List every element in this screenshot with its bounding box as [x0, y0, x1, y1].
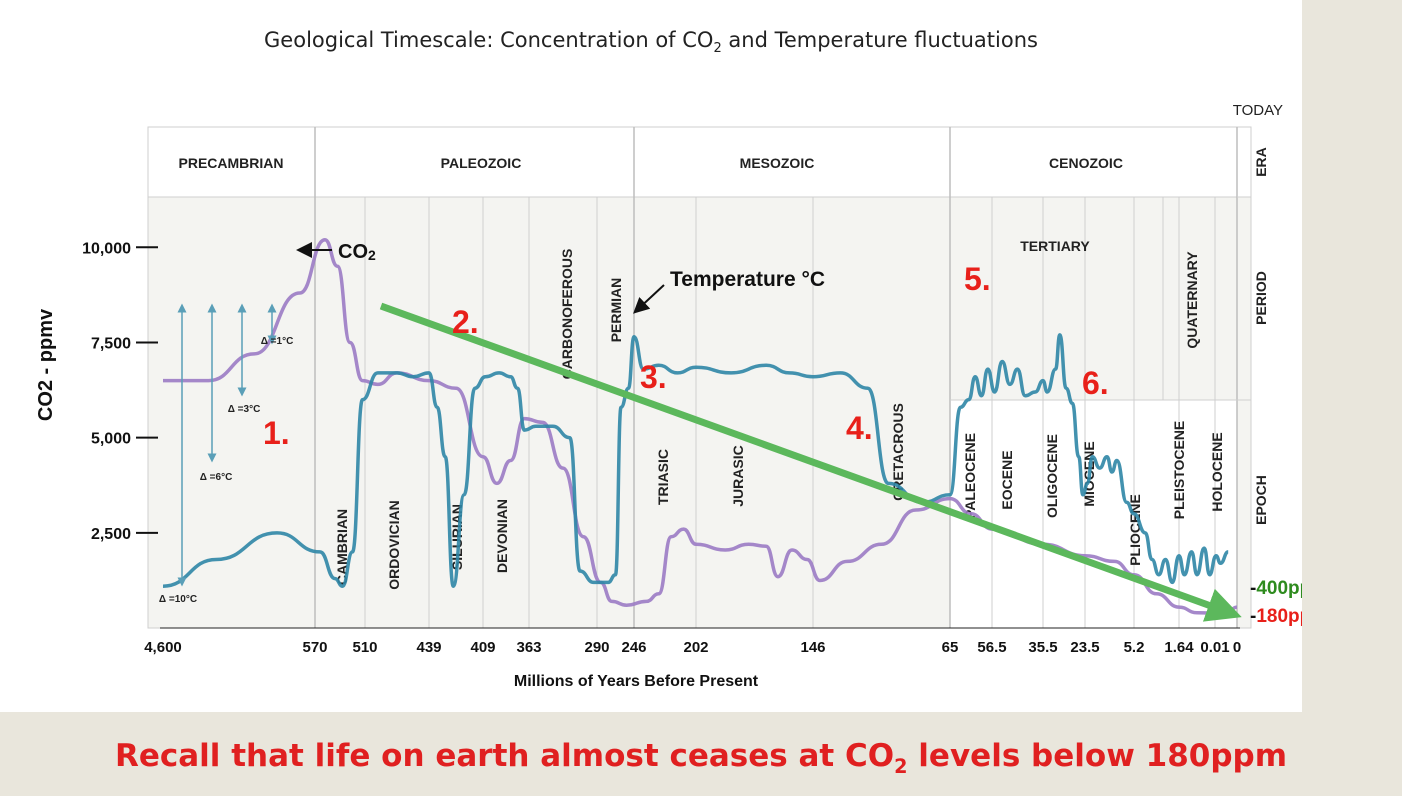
co2-label: CO2 — [338, 241, 376, 263]
x-tick-label: 0 — [1233, 639, 1241, 656]
x-tick-label: 510 — [352, 639, 377, 656]
ppm-dash: - — [1250, 578, 1256, 599]
epoch-label: TRIASIC — [655, 449, 671, 505]
x-tick-label: 409 — [470, 639, 495, 656]
period-number-annotation: 3. — [640, 359, 667, 395]
chart-title: Geological Timescale: Concentration of C… — [0, 28, 1302, 56]
x-tick-label: 363 — [516, 639, 541, 656]
ppm-dash: - — [1250, 606, 1256, 627]
chart-svg: 10,000 7,500 5,000 2,500 CO2 - ppmv 4,600 570 5… — [35, 102, 1302, 690]
x-tick-label: 146 — [800, 639, 825, 656]
epoch-label: HOLOCENE — [1209, 432, 1225, 511]
period-number-annotation: 2. — [452, 304, 479, 340]
footer-note: Recall that life on earth almost ceases … — [0, 738, 1402, 778]
today-label: TODAY — [1233, 102, 1283, 119]
x-tick-label: 246 — [621, 639, 646, 656]
delta-label: Δ =1°C — [261, 336, 294, 347]
period-number-annotation: 4. — [846, 410, 873, 446]
row-label-era: ERA — [1253, 147, 1269, 177]
trend-arrow — [379, 302, 1242, 622]
y-tick-label: 5,000 — [91, 431, 131, 448]
epoch-label: JURASIC — [730, 445, 746, 506]
y-axis-label: CO2 - ppmv — [35, 308, 57, 421]
ppm-label: -400ppm — [1250, 578, 1302, 599]
x-tick-label: 202 — [683, 639, 708, 656]
epoch-label: CRETACROUS — [890, 403, 906, 501]
epoch-label: DEVONIAN — [494, 499, 510, 573]
delta-label: Δ =6°C — [200, 472, 233, 483]
cenozoic-epoch-panel — [950, 400, 1237, 628]
epoch-label: EOCENE — [999, 450, 1015, 509]
row-label-epoch: EPOCH — [1253, 475, 1269, 525]
temperature-label: Temperature °C — [670, 268, 825, 291]
y-tick-label: 2,500 — [91, 526, 131, 543]
period-number-annotation: 6. — [1082, 365, 1109, 401]
epoch-label: PALEOCENE — [962, 433, 978, 519]
x-tick-label: 35.5 — [1028, 639, 1057, 656]
epoch-label: PLEISTOCENE — [1171, 421, 1187, 520]
epoch-label: OLIGOCENE — [1044, 434, 1060, 518]
title-subscript: 2 — [713, 40, 722, 56]
title-text-tail: and Temperature fluctuations — [721, 28, 1038, 52]
y-tick-label: 10,000 — [82, 240, 131, 257]
era-label: MESOZOIC — [740, 155, 815, 171]
ppm-value: 180ppm — [1256, 606, 1302, 627]
delta-label: Δ =3°C — [228, 404, 261, 415]
co2-label-text: CO — [338, 241, 368, 263]
x-tick-label: 290 — [584, 639, 609, 656]
period-label: CARBONOFEROUS — [559, 249, 575, 380]
x-tick-label: 439 — [416, 639, 441, 656]
x-tick-label: 570 — [302, 639, 327, 656]
x-tick-label: 4,600 — [144, 639, 182, 656]
footer-subscript: 2 — [894, 754, 908, 778]
era-label: CENOZOIC — [1049, 155, 1123, 171]
epoch-label: CAMBRIAN — [334, 509, 350, 585]
x-tick-label: 65 — [942, 639, 959, 656]
x-tick-label: 23.5 — [1070, 639, 1099, 656]
period-label: PERMIAN — [608, 278, 624, 343]
x-tick-label: 1.64 — [1164, 639, 1194, 656]
era-label: PALEOZOIC — [441, 155, 522, 171]
era-band — [147, 126, 1252, 198]
x-tick-label: 0.01 — [1200, 639, 1229, 656]
footer-text: Recall that life on earth almost ceases … — [114, 738, 895, 774]
x-tick-label: 5.2 — [1124, 639, 1145, 656]
x-tick-label: 56.5 — [977, 639, 1006, 656]
title-text: Geological Timescale: Concentration of C… — [264, 28, 714, 52]
y-tick-label: 7,500 — [91, 335, 131, 352]
period-number-annotation: 1. — [263, 415, 290, 451]
x-axis-label: Millions of Years Before Present — [514, 673, 759, 690]
temperature-series-line — [162, 333, 1229, 588]
period-number-annotation: 5. — [964, 261, 991, 297]
annotation-layer: Δ =10°C Δ =6°C Δ =3°C Δ =1°C CO2 Temperature … — [159, 241, 1302, 627]
footer-text-tail: levels below 180ppm — [907, 738, 1288, 774]
ppm-value: 400ppm — [1256, 578, 1302, 599]
temperature-pointer-arrow — [633, 284, 665, 314]
row-label-period: PERIOD — [1253, 271, 1269, 325]
delta-label: Δ =10°C — [159, 594, 197, 605]
co2-label-subscript: 2 — [368, 247, 376, 263]
period-label: QUATERNARY — [1184, 251, 1200, 349]
period-label: TERTIARY — [1020, 238, 1090, 254]
epoch-label: ORDOVICIAN — [386, 500, 402, 589]
era-label: PRECAMBRIAN — [179, 155, 284, 171]
ppm-label: -180ppm — [1250, 606, 1302, 627]
